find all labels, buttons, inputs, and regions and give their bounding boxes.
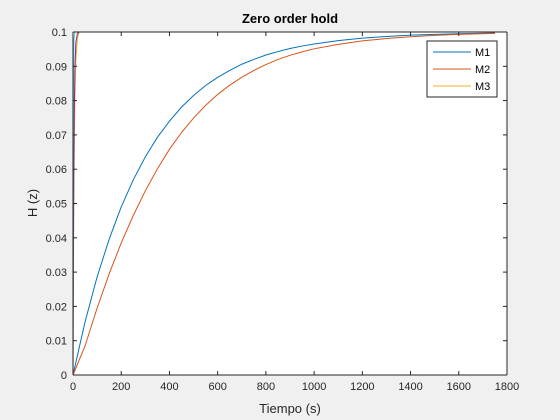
y-tick-label: 0.05	[46, 199, 67, 211]
x-tick-label: 0	[70, 381, 76, 393]
y-axis-label: H (z)	[25, 189, 40, 217]
legend-label-m2: M2	[475, 64, 490, 76]
x-tick-label: 600	[208, 381, 226, 393]
x-tick-label: 1000	[302, 381, 326, 393]
x-tick-label: 1400	[398, 381, 422, 393]
legend: M1 M2 M3	[426, 40, 498, 98]
x-tick-label: 1200	[350, 381, 374, 393]
x-tick-label: 1800	[495, 381, 519, 393]
x-tick-label: 1600	[447, 381, 471, 393]
x-tick-label: 800	[257, 381, 275, 393]
y-tick-label: 0.06	[46, 164, 67, 176]
y-tick-label: 0	[61, 370, 67, 382]
x-axis-label: Tiempo (s)	[259, 401, 321, 416]
y-tick-label: 0.01	[46, 336, 67, 348]
x-tick-label: 400	[160, 381, 178, 393]
series-line-m2	[72, 32, 495, 376]
series-line-m1	[72, 32, 495, 376]
y-tick-label: 0.02	[46, 301, 67, 313]
axes-layer: 0 200 400 600 800 1000 1200 1400 1600 1800 0 0.01 0.…	[46, 27, 520, 393]
y-tick-label: 0.07	[46, 130, 67, 142]
y-tick-label: 0.09	[46, 61, 67, 73]
y-tick-label: 0.04	[46, 233, 67, 245]
legend-label-m3: M3	[475, 81, 490, 93]
x-tick-label: 200	[112, 381, 130, 393]
y-tick-label: 0.03	[46, 267, 67, 279]
legend-label-m1: M1	[475, 47, 490, 59]
y-tick-label: 0.08	[46, 96, 67, 108]
y-tick-label: 0.1	[52, 27, 67, 39]
chart-title: Zero order hold	[242, 11, 338, 26]
